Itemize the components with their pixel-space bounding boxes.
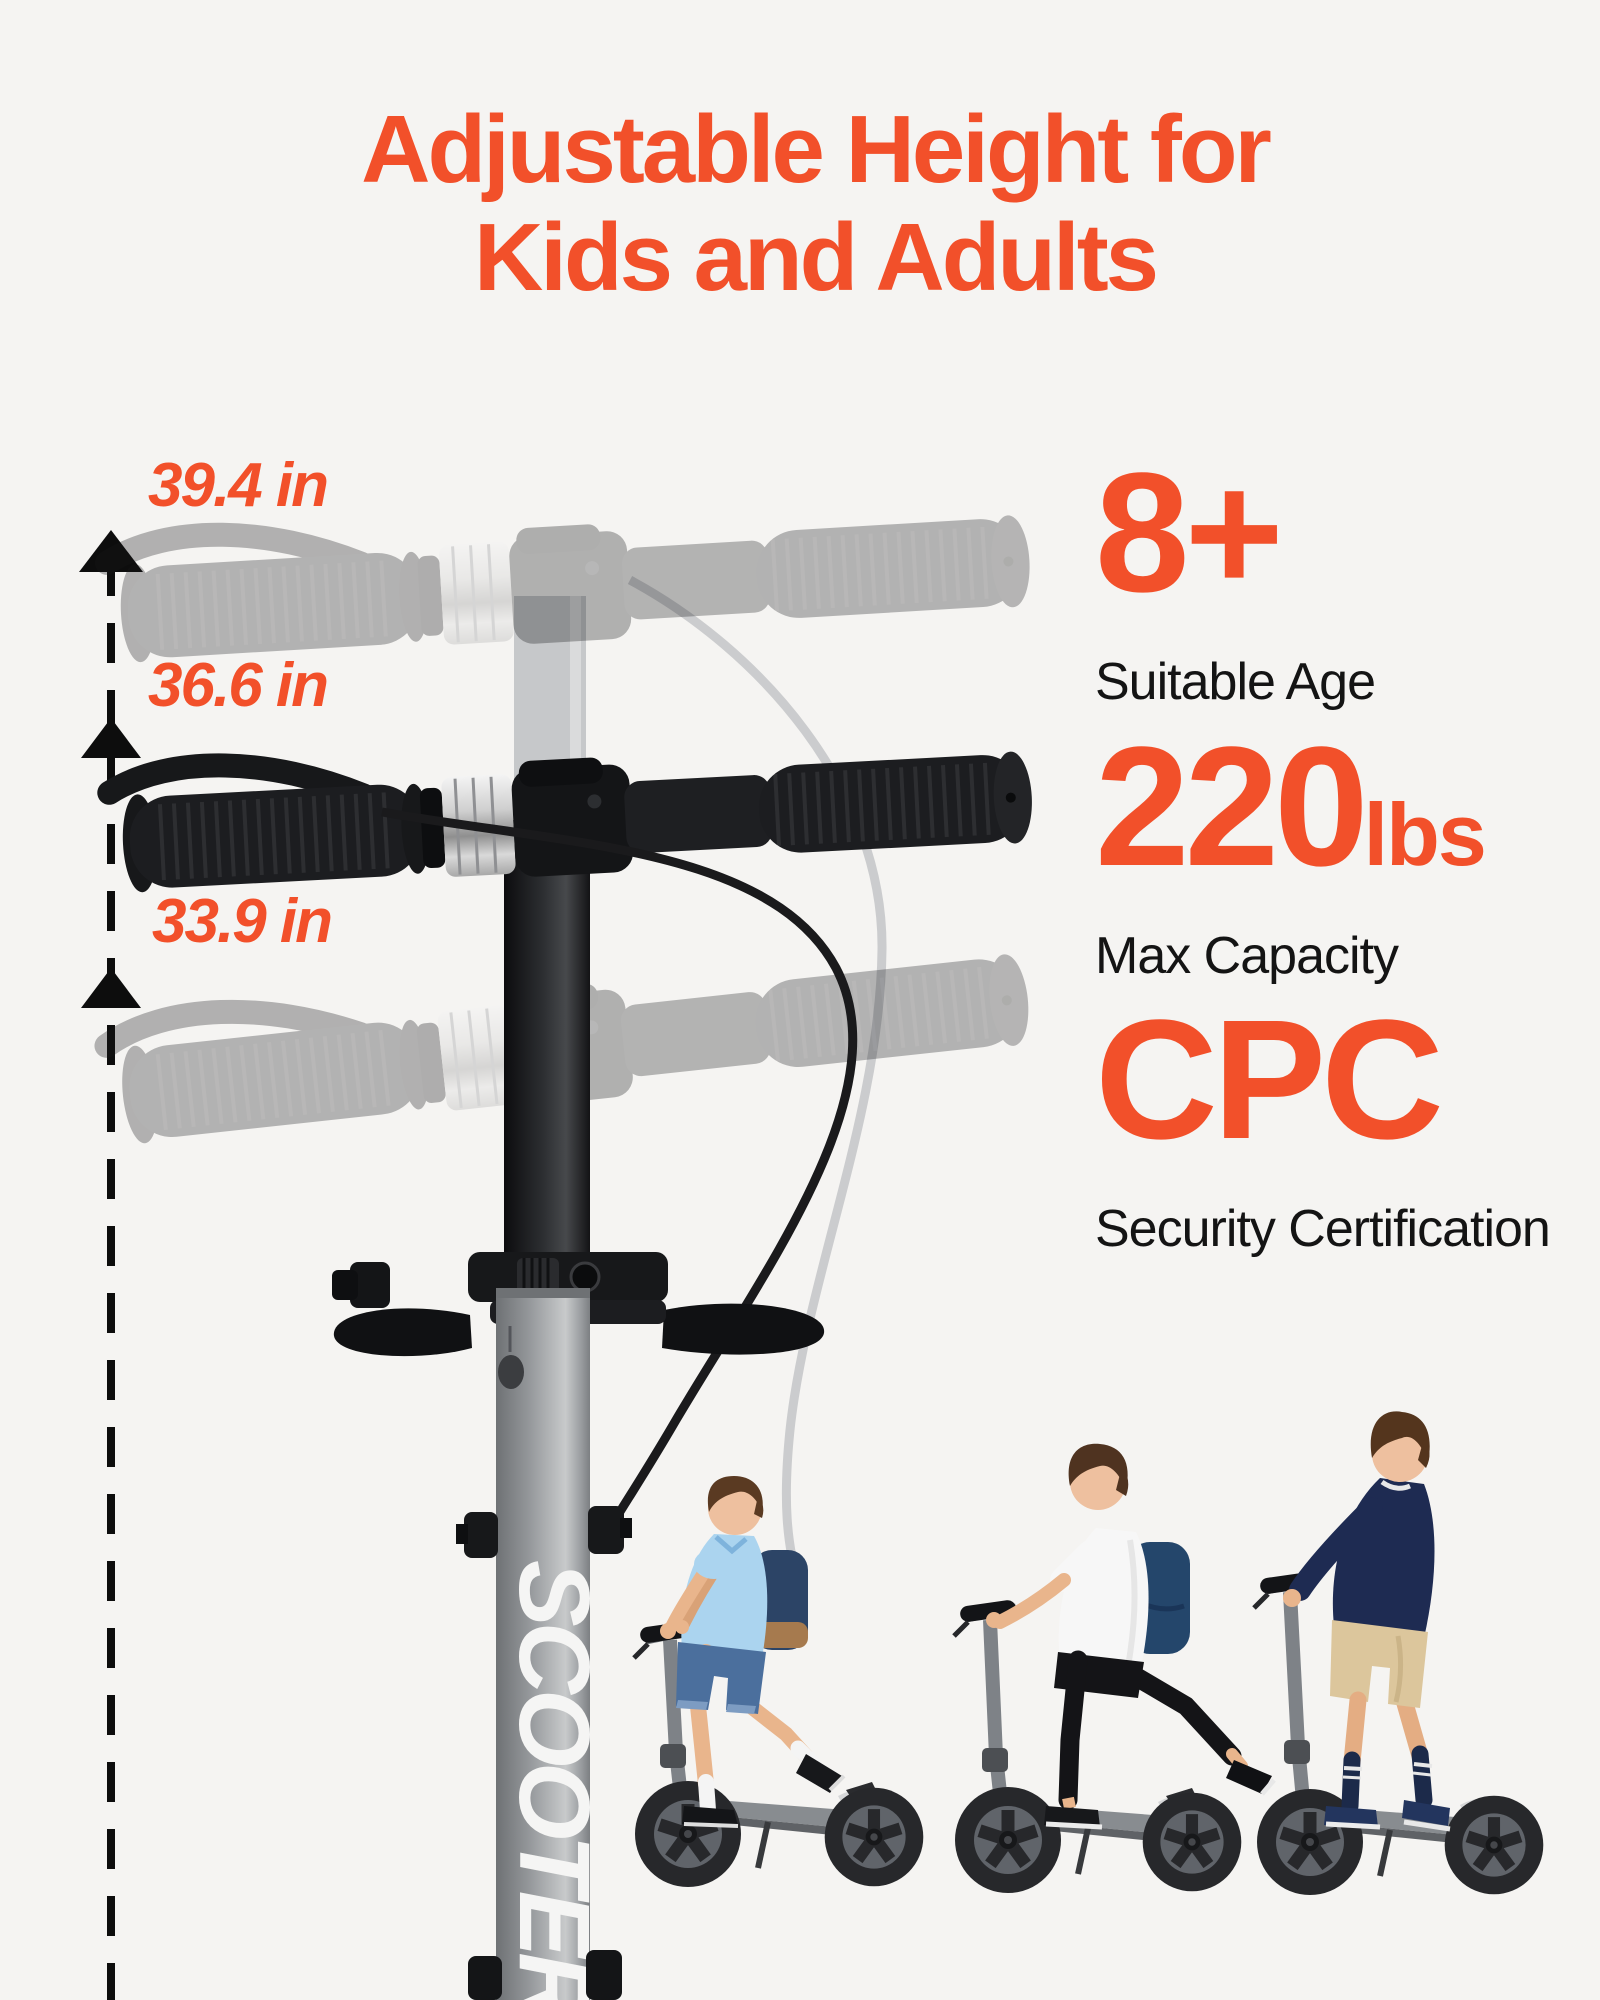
arrow-up-icon (81, 968, 141, 1008)
stem-upper (504, 820, 590, 1280)
scooter-decal-text: SCOOTER (498, 1560, 610, 2000)
adult-figure (1283, 1411, 1451, 1832)
teen-figure (986, 1443, 1276, 1830)
spec-capacity-value: 220lbs (1095, 712, 1487, 902)
spec-max-capacity: 220lbs Max Capacity (1095, 712, 1487, 985)
kid-scooter (634, 1621, 923, 1887)
kid-figure (660, 1476, 846, 1828)
spec-suitable-age: 8+ Suitable Age (1095, 438, 1376, 711)
dimension-line (79, 530, 143, 2000)
rider-adult (1254, 1411, 1543, 1895)
spec-capacity-label: Max Capacity (1095, 927, 1399, 985)
scooter-stem: SCOOTER (456, 1288, 632, 2000)
cable-clip (456, 1506, 632, 1558)
arrow-up-icon (81, 718, 141, 758)
height-label-max: 39.4 in (148, 451, 329, 520)
brake-cable (381, 807, 858, 1545)
height-label-min: 33.9 in (152, 887, 333, 956)
spec-certification: CPC Security Certification (1095, 985, 1551, 1258)
cable-clip (468, 1950, 622, 2000)
page-title: Adjustable Height for Kids and Adults (15, 96, 1600, 311)
rider-teen (954, 1443, 1276, 1893)
rider-kid (634, 1476, 923, 1887)
spec-certification-label: Security Certification (1095, 1200, 1551, 1258)
spec-age-label: Suitable Age (1095, 653, 1376, 711)
page-title-line2: Kids and Adults (473, 203, 1159, 311)
ghost-brake-cable (627, 576, 887, 1590)
page-title-line1: Adjustable Height for (361, 96, 1272, 203)
spec-age-value: 8+ (1095, 438, 1284, 628)
height-label-mid: 36.6 in (148, 651, 329, 720)
spec-certification-value: CPC (1095, 985, 1444, 1175)
